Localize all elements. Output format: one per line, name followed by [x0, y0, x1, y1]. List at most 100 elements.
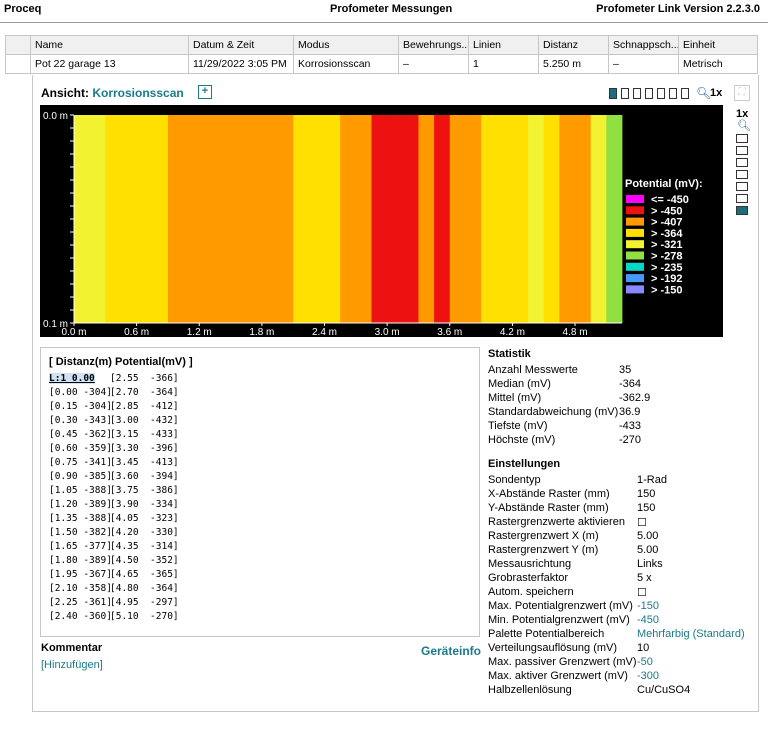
- x-tick-label: 3.6 m: [437, 327, 462, 337]
- page-indicator[interactable]: [633, 88, 641, 99]
- table-cell: Korrosionsscan: [293, 54, 399, 74]
- page-indicator[interactable]: [669, 88, 677, 99]
- table-cell: 1: [468, 54, 539, 74]
- page-indicator[interactable]: [657, 88, 665, 99]
- add-comment-link[interactable]: [Hinzufügen]: [41, 659, 103, 671]
- column-header[interactable]: Schnappsch...: [608, 35, 679, 55]
- data-list-item: [4.80 -364]: [110, 583, 179, 594]
- x-tick-label: 4.8 m: [563, 327, 588, 337]
- setting-key: Anzahl Messwerte: [488, 364, 578, 376]
- view-mode[interactable]: Korrosionsscan: [92, 86, 184, 100]
- column-header[interactable]: Bewehrungs...: [398, 35, 469, 55]
- table-cell: Pot 22 garage 13: [30, 54, 189, 74]
- row-selector[interactable]: [5, 54, 31, 74]
- layer-toggle-active[interactable]: [736, 206, 748, 215]
- setting-key: Rastergrenzwert Y (m): [488, 544, 599, 556]
- heatmap-cell: [387, 115, 404, 323]
- app-name: Proceq: [4, 3, 42, 15]
- layer-toggle[interactable]: [736, 194, 748, 203]
- setting-value: 5 x: [637, 572, 652, 584]
- x-tick-label: 3.0 m: [375, 327, 400, 337]
- x-tick-label: 2.4 m: [312, 327, 337, 337]
- setting-key: Palette Potentialbereich: [488, 628, 605, 640]
- heatmap-cell: [340, 115, 357, 323]
- legend-label: > -407: [651, 217, 683, 229]
- potential-heatmap[interactable]: 0.0 m0.1 m0.0 m 0.6 m 1.2 m 1.8 m 2.4 m 3.0 m…: [40, 105, 723, 337]
- page-indicator[interactable]: [621, 88, 629, 99]
- setting-value: -433: [619, 420, 642, 432]
- heatmap-cell: [324, 115, 341, 323]
- column-header[interactable]: Einheit: [678, 35, 758, 55]
- setting-key: Max. passiver Grenzwert (mV): [488, 656, 637, 668]
- measurement-table: Name Datum & Zeit Modus Bewehrungs... Li…: [5, 35, 758, 74]
- data-list-panel[interactable]: [40, 347, 480, 637]
- legend-label: > -278: [651, 251, 683, 263]
- legend-swatch: [626, 206, 644, 215]
- setting-key: Min. Potentialgrenzwert (mV): [488, 614, 630, 626]
- add-view-icon[interactable]: +: [198, 85, 212, 99]
- setting-value: -450: [637, 614, 660, 626]
- data-list-item: [3.15 -433]: [110, 429, 179, 440]
- device-info-link[interactable]: Geräteinfo: [421, 644, 482, 658]
- heatmap-cell: [434, 115, 451, 323]
- setting-key: Rastergrenzwerte aktivieren: [488, 516, 625, 528]
- table-header-row: Name Datum & Zeit Modus Bewehrungs... Li…: [5, 35, 758, 55]
- setting-value: ☐: [637, 587, 647, 599]
- heatmap-cell: [261, 115, 278, 323]
- legend-swatch: [626, 217, 644, 226]
- heatmap-cell: [371, 115, 388, 323]
- y-tick-label: 0.0 m: [43, 111, 68, 122]
- setting-value: -364: [619, 378, 642, 390]
- heatmap-cell: [246, 115, 263, 323]
- layer-toggle[interactable]: [736, 182, 748, 191]
- legend-title: Potential (mV):: [625, 178, 703, 190]
- page-title: Profometer Messungen: [330, 3, 453, 15]
- column-header[interactable]: Linien: [468, 35, 539, 55]
- table-cell: 5.250 m: [538, 54, 609, 74]
- data-list-item: [3.30 -396]: [110, 443, 179, 454]
- data-list-item: [1.50 -382]: [49, 527, 112, 538]
- layer-toggle[interactable]: [736, 134, 748, 143]
- table-row[interactable]: Pot 22 garage 13 11/29/2022 3:05 PM Korr…: [5, 54, 758, 74]
- layer-toggle[interactable]: [736, 170, 748, 179]
- setting-key: Grobrasterfaktor: [488, 572, 569, 584]
- column-header[interactable]: Name: [30, 35, 189, 55]
- data-list-item: [1.65 -377]: [49, 541, 112, 552]
- x-tick-label: 1.8 m: [249, 327, 274, 337]
- magnifier-icon[interactable]: 🔍︎: [696, 86, 712, 100]
- column-header[interactable]: Modus: [293, 35, 399, 55]
- y-tick-label: 0.1 m: [43, 319, 68, 330]
- data-list-item: [1.95 -367]: [49, 569, 112, 580]
- setting-value: Links: [637, 558, 663, 570]
- data-list-item: [2.85 -412]: [110, 401, 179, 412]
- column-header[interactable]: Distanz: [538, 35, 609, 55]
- heatmap-cell: [293, 115, 310, 323]
- layer-toggle[interactable]: [736, 146, 748, 155]
- data-list-item: [0.15 -304]: [49, 401, 112, 412]
- column-header[interactable]: Datum & Zeit: [188, 35, 294, 55]
- page-indicator[interactable]: [645, 88, 653, 99]
- page-indicator-active[interactable]: [609, 88, 617, 99]
- data-list-item: [1.05 -388]: [49, 485, 112, 496]
- data-list-item: [4.50 -352]: [110, 555, 179, 566]
- legend-swatch: [626, 274, 644, 283]
- side-magnifier-icon[interactable]: 🔍︎: [737, 120, 751, 132]
- setting-key: Max. aktiver Grenzwert (mV): [488, 670, 628, 682]
- layer-toggle[interactable]: [736, 158, 748, 167]
- heatmap-cell: [528, 115, 545, 323]
- view-label: Ansicht: Korrosionsscan: [41, 86, 184, 100]
- comment-title: Kommentar: [41, 642, 103, 654]
- fit-window-icon[interactable]: ⛶: [734, 85, 750, 101]
- view-label-prefix: Ansicht:: [41, 86, 89, 100]
- heatmap-cell: [418, 115, 435, 323]
- line-selector[interactable]: L:1 0.00: [49, 373, 95, 384]
- page-indicator[interactable]: [681, 88, 689, 99]
- heatmap-cell: [402, 115, 419, 323]
- heatmap-cell: [481, 115, 498, 323]
- setting-key: Y-Abstände Raster (mm): [488, 502, 609, 514]
- data-list-item: [4.20 -330]: [110, 527, 179, 538]
- table-cell: –: [608, 54, 679, 74]
- x-tick-label: 4.2 m: [500, 327, 525, 337]
- legend-label: > -150: [651, 284, 683, 296]
- setting-key: Mittel (mV): [488, 392, 542, 404]
